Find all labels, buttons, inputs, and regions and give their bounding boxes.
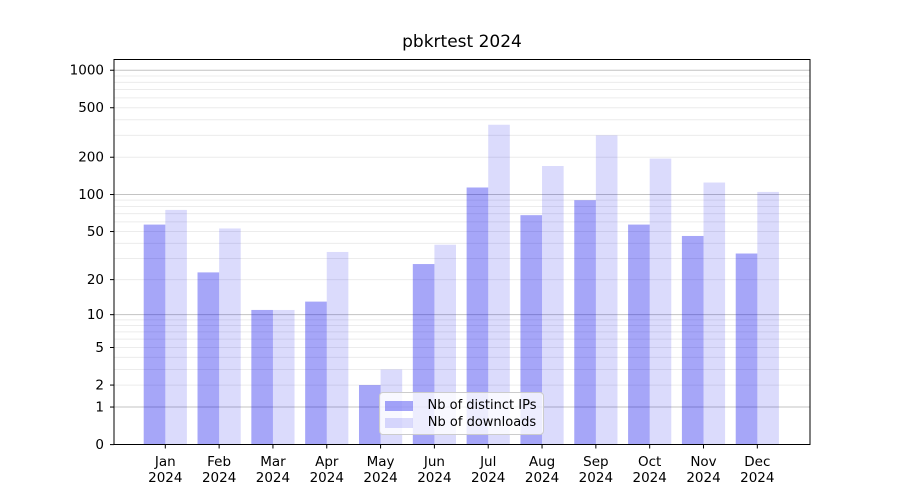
bar-sep-downloads [595,135,618,445]
bar-mar-downloads [272,309,295,445]
plot-border [113,59,811,445]
ytick-label-1: 1 [95,400,104,416]
bar-apr-downloads [326,251,349,445]
bar-feb-downloads [219,228,241,445]
xtick-label-oct: Oct 2024 [633,454,667,486]
bar-mar-distinct-ips [251,309,273,445]
xtick-label-jun: Jun 2024 [417,454,451,486]
ytick-label-10: 10 [87,307,104,323]
ytick-label-1000: 1000 [70,63,104,79]
ytick-label-50: 50 [87,224,104,240]
ytick-label-500: 500 [78,100,104,116]
xtick-label-dec: Dec 2024 [740,454,774,486]
bar-nov-downloads [703,182,726,445]
bar-jan-downloads [165,209,187,445]
legend-swatch-distinct-ips [385,400,413,411]
legend: Nb of distinct IPs Nb of downloads [379,392,544,435]
legend-item-downloads: Nb of downloads [385,414,538,431]
xtick-label-nov: Nov 2024 [686,454,720,486]
bar-apr-distinct-ips [305,301,327,445]
bar-oct-downloads [649,158,672,445]
bar-aug-downloads [542,165,564,445]
bar-sep-distinct-ips [574,200,596,445]
legend-item-distinct-ips: Nb of distinct IPs [385,397,538,414]
ytick-label-100: 100 [78,187,104,203]
xtick-label-mar: Mar 2024 [256,454,290,486]
xtick-label-sep: Sep 2024 [579,454,613,486]
bar-aug-distinct-ips [520,215,543,445]
ytick-label-0: 0 [95,437,104,453]
bar-may-distinct-ips [358,385,381,445]
xtick-label-feb: Feb 2024 [202,454,236,486]
legend-label-distinct-ips: Nb of distinct IPs [427,398,537,413]
legend-label-downloads: Nb of downloads [427,415,537,430]
xtick-label-may: May 2024 [363,454,397,486]
xtick-label-apr: Apr 2024 [310,454,344,486]
xtick-label-aug: Aug 2024 [525,454,559,486]
bar-nov-distinct-ips [681,235,704,445]
legend-swatch-downloads [385,417,413,428]
bar-jul-downloads [488,124,510,445]
xtick-label-jan: Jan 2024 [148,454,182,486]
ytick-label-200: 200 [78,150,104,166]
bar-jul-distinct-ips [466,187,489,445]
bar-dec-downloads [757,191,779,445]
ytick-label-2: 2 [95,378,104,394]
bar-feb-distinct-ips [197,272,220,445]
bar-oct-distinct-ips [628,224,650,445]
ytick-label-5: 5 [95,340,104,356]
bar-dec-distinct-ips [735,253,758,445]
bar-jan-distinct-ips [143,224,166,445]
ytick-label-20: 20 [87,272,104,288]
chart-title: pbkrtest 2024 [402,32,522,52]
xtick-label-jul: Jul 2024 [471,454,505,486]
